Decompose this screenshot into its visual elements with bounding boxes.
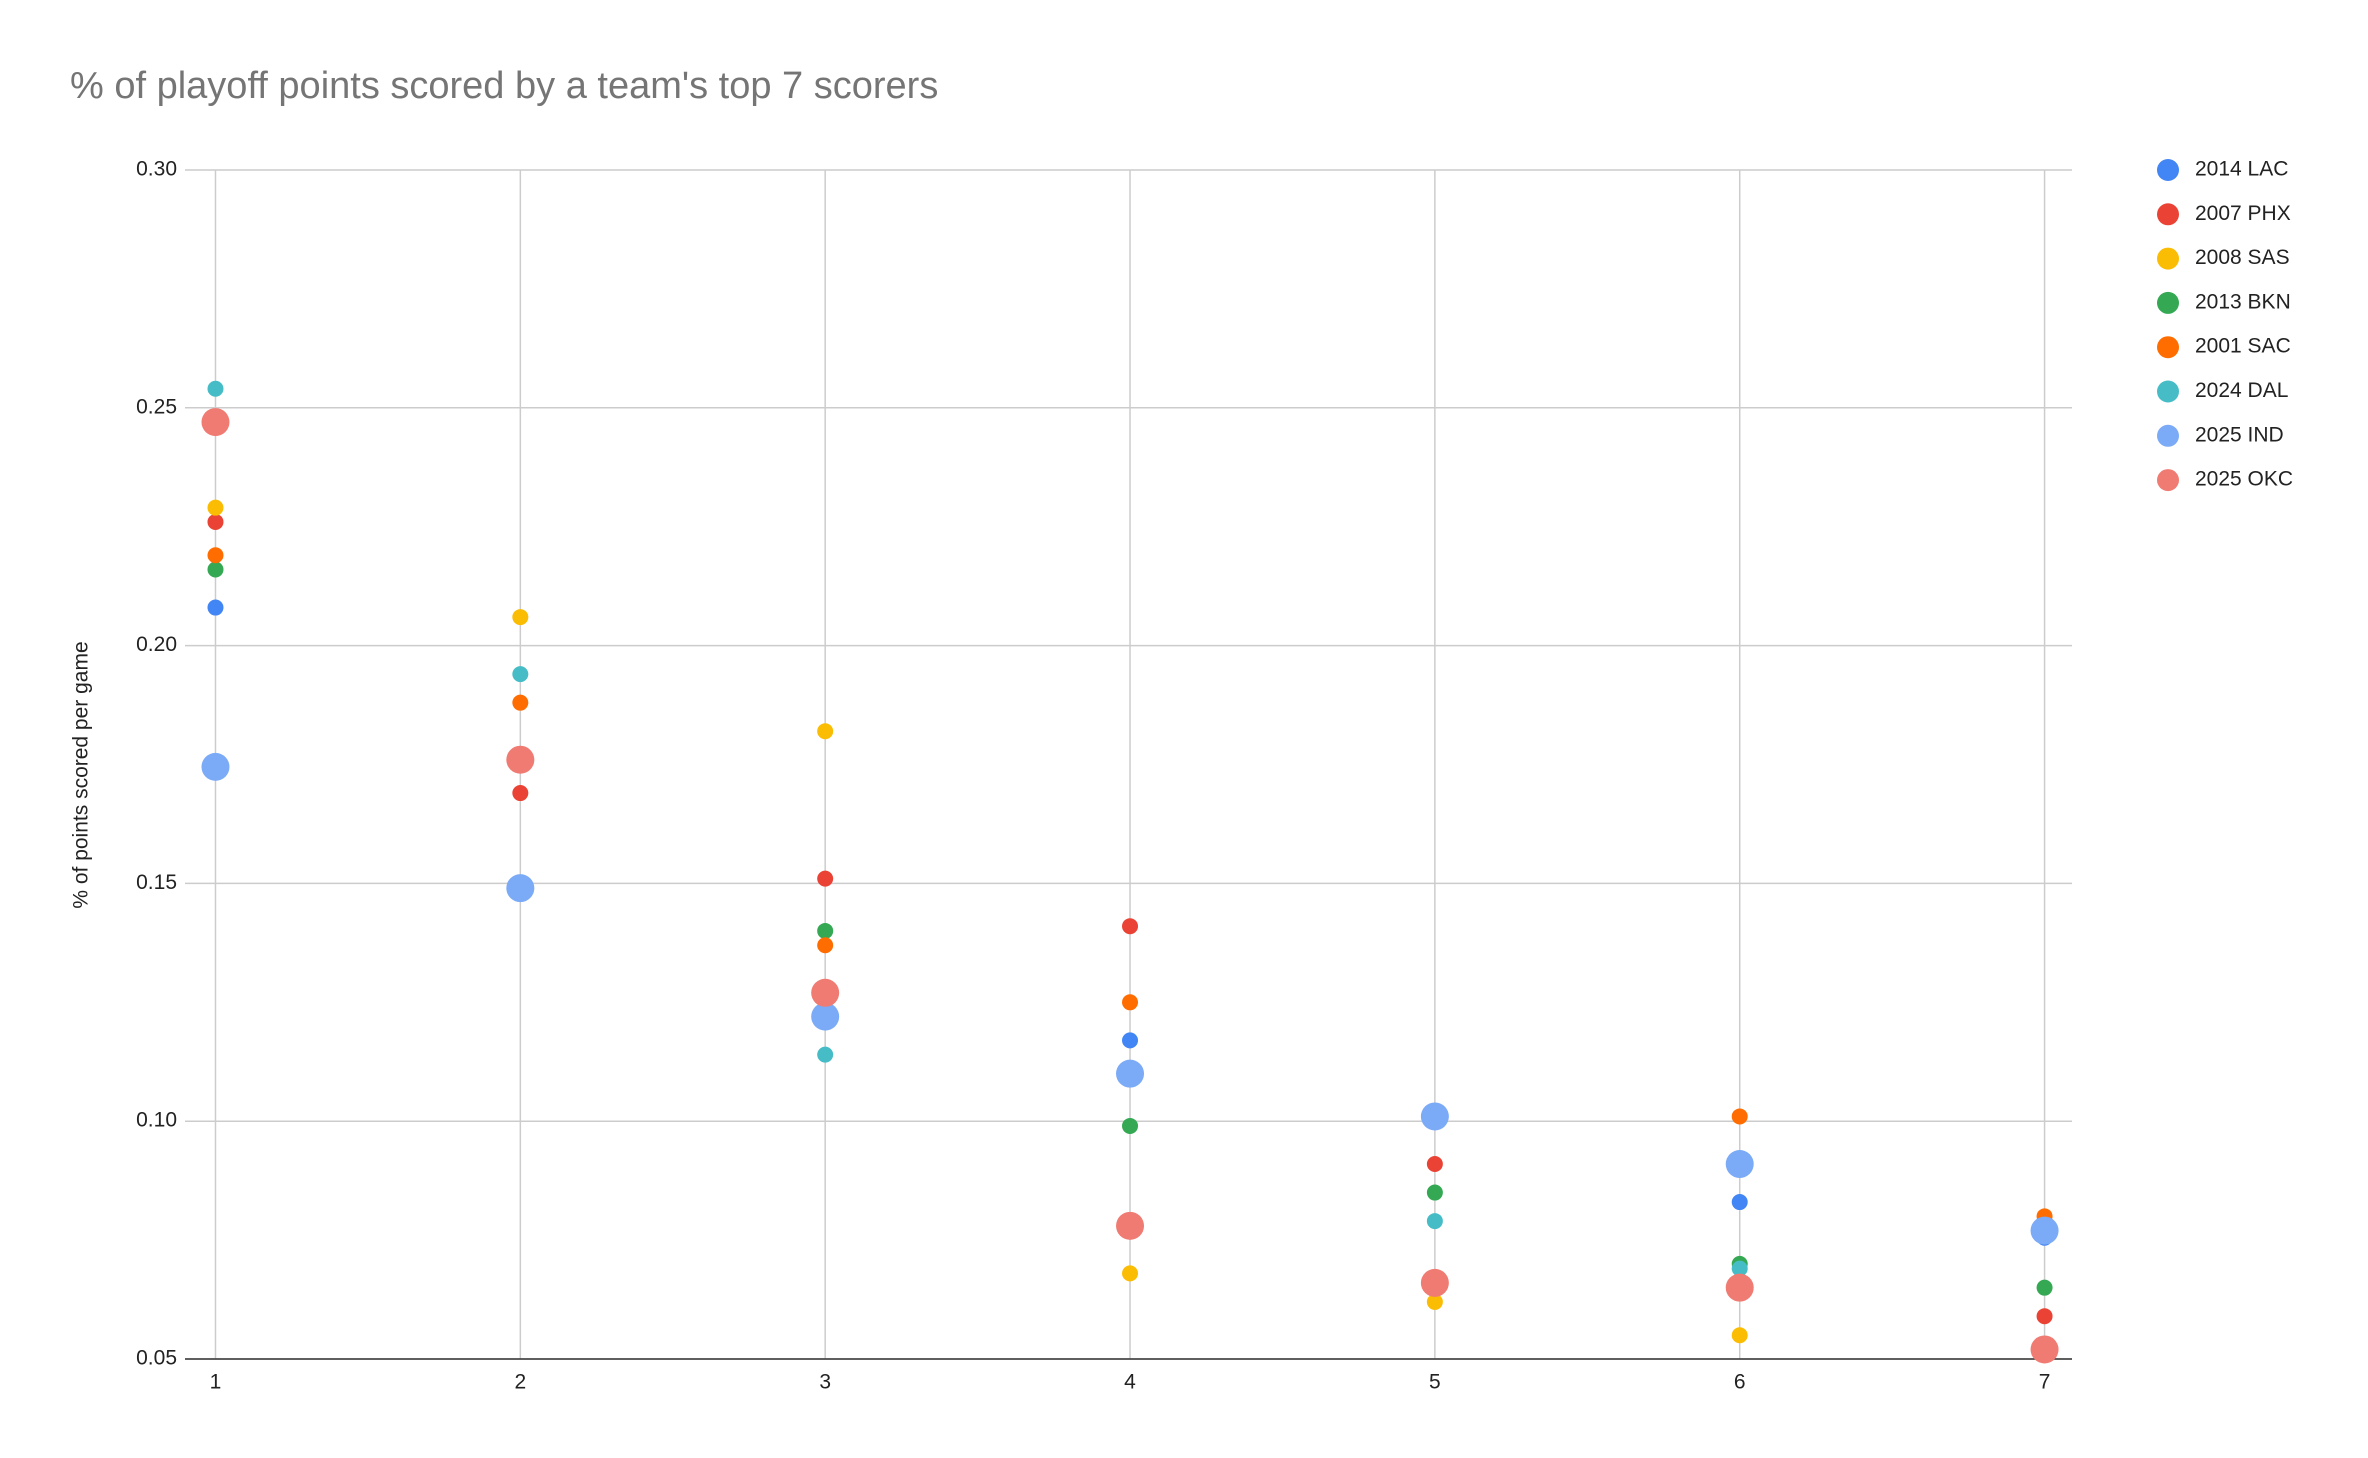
legend-marker [2157,159,2179,181]
point [817,870,834,887]
point [512,694,529,711]
point [207,513,224,530]
point [1426,1293,1443,1310]
point [1426,1213,1443,1230]
legend-marker [2157,469,2179,492]
y-tick-label: 0.05 [136,1347,177,1370]
legend-marker [2157,336,2179,359]
point [207,380,224,397]
point [1731,1194,1748,1211]
point [817,1046,834,1063]
point [1731,1108,1748,1125]
point [2036,1279,2053,1296]
point [811,978,840,1007]
point [1426,1184,1443,1201]
point [512,666,529,683]
x-tick-label: 2 [514,1371,526,1394]
point [201,752,230,781]
x-tick-label: 4 [1124,1371,1136,1394]
point [811,1002,840,1031]
legend-label: 2024 DAL [2195,379,2288,402]
legend-marker [2157,291,2179,314]
point [2030,1335,2059,1364]
point [207,561,224,578]
legend-marker [2157,247,2179,270]
point [512,785,529,802]
point [2030,1216,2059,1245]
point [506,874,535,903]
point [1420,1268,1449,1297]
legend-label: 2025 IND [2195,423,2284,446]
point [207,599,224,616]
point [2036,1308,2053,1325]
point [207,547,224,564]
point [1731,1327,1748,1344]
legend-marker [2157,203,2179,226]
y-tick-label: 0.10 [136,1109,177,1132]
legend-label: 2013 BKN [2195,290,2291,313]
x-tick-label: 5 [1429,1371,1441,1394]
legend-label: 2014 LAC [2195,158,2288,181]
point [207,499,224,516]
point [1725,1150,1754,1179]
point [1116,1211,1145,1240]
point [1426,1156,1443,1173]
legend-label: 2025 OKC [2195,468,2293,491]
legend-marker [2157,380,2179,403]
point [817,723,834,740]
point [817,922,834,939]
point [1122,1032,1139,1049]
y-tick-label: 0.20 [136,633,177,656]
legend-label: 2001 SAC [2195,335,2291,358]
y-tick-label: 0.25 [136,395,177,418]
x-tick-label: 3 [819,1371,831,1394]
point [1725,1273,1754,1302]
point [1122,1265,1139,1282]
x-tick-label: 7 [2039,1371,2051,1394]
point [1731,1260,1748,1277]
point [512,609,529,626]
chart-title: % of playoff points scored by a team's t… [70,65,938,107]
x-tick-label: 1 [210,1371,222,1394]
legend-label: 2007 PHX [2195,202,2291,225]
x-tick-label: 6 [1734,1371,1746,1394]
point [1122,994,1139,1011]
point [1122,918,1139,935]
legend-marker [2157,424,2179,447]
point [201,408,230,437]
point [1122,1117,1139,1134]
point [1116,1059,1145,1088]
legend-label: 2008 SAS [2195,246,2290,269]
y-tick-label: 0.15 [136,871,177,894]
point [506,745,535,774]
point [1420,1102,1449,1131]
y-tick-label: 0.30 [136,158,177,181]
y-axis-title: % of points scored per game [70,641,93,908]
point [817,937,834,954]
